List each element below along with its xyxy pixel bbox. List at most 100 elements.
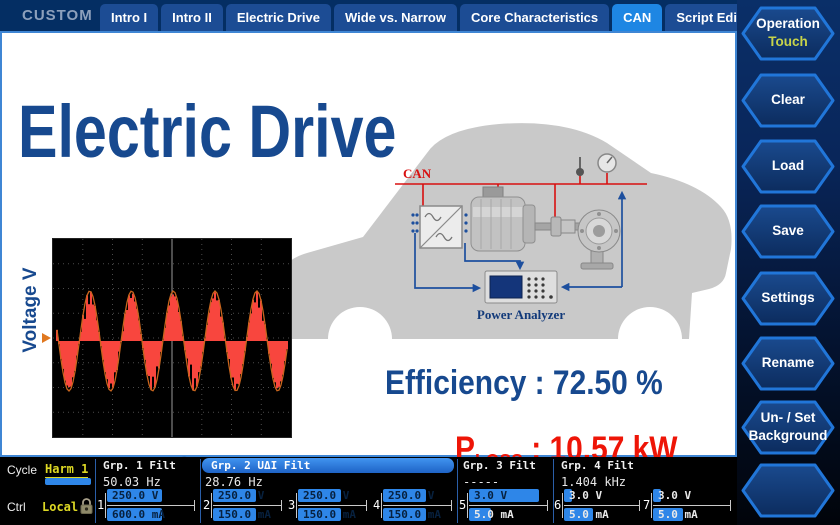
load-machine-icon (577, 209, 621, 270)
channel-number: 5 (459, 498, 467, 512)
range-line (469, 505, 548, 506)
sidebar-button-un-set-background[interactable]: Un- / Set Background (741, 399, 835, 456)
current-range-bar: 5.0 mA (653, 508, 731, 521)
group-frequency-value: 1.404 kHz (561, 475, 627, 489)
range-bracket (639, 500, 640, 511)
gauge-icon (597, 153, 617, 173)
ctrl-mode-value[interactable]: Local (42, 500, 79, 514)
sidebar-button-clear[interactable]: Clear (741, 72, 835, 129)
tab-bar: Intro I Intro II Electric Drive Wide vs. Na… (100, 4, 766, 31)
sidebar-button-label: Load (771, 158, 805, 174)
current-range-bar: 600.0 mA (107, 508, 195, 521)
main-panel: Electric Drive CAN (0, 31, 737, 481)
sidebar-button-rename[interactable]: Rename (741, 335, 835, 392)
vfd-scope-display (52, 238, 292, 438)
voltage-range-bar: 3.0 V (564, 489, 640, 502)
tab-wide-vs-narrow[interactable]: Wide vs. Narrow (333, 4, 457, 31)
cycle-mode-value[interactable]: Harm 1 (45, 462, 89, 478)
tab-intro-i[interactable]: Intro I (100, 4, 159, 31)
range-bracket (381, 493, 382, 518)
range-bracket (281, 500, 282, 511)
range-bracket (105, 493, 106, 518)
power-analyzer-label: Power Analyzer (477, 307, 565, 322)
custom-menu-label[interactable]: CUSTOM (22, 7, 93, 24)
range-bracket (194, 500, 195, 511)
group-tab-grp-2-u-i-filt[interactable]: Grp. 2 UΔI Filt (202, 458, 454, 473)
channel-6-ranges[interactable]: 6 3.0 V 5.0 mA (554, 489, 642, 523)
sidebar-button-label: Un- / Set Background (748, 410, 828, 443)
range-line (383, 505, 452, 506)
group-frequency-value: ----- (463, 475, 500, 489)
range-bracket (547, 500, 548, 511)
thermometer-icon (576, 157, 584, 176)
sidebar-button-label (741, 462, 835, 519)
softkey-sidebar: Operation Touch Clear Load Save Settings Renam… (737, 0, 840, 525)
electric-drive-diagram: CAN (280, 123, 732, 339)
tab-can[interactable]: CAN (612, 4, 663, 31)
channel-number: 2 (203, 498, 211, 512)
motor-icon (470, 186, 552, 252)
range-bracket (366, 500, 367, 511)
scope-y-axis-label: Voltage V (20, 267, 41, 353)
voltage-range-bar: 250.0 V (107, 489, 195, 502)
group-tab-grp-4-filt[interactable]: Grp. 4 Filt (561, 459, 634, 472)
voltage-range-bar: 3.0 V (469, 489, 548, 502)
range-bracket (651, 493, 652, 518)
channel-number: 7 (643, 498, 651, 512)
channel-number: 6 (554, 498, 562, 512)
tab-electric-drive[interactable]: Electric Drive (225, 4, 331, 31)
range-line (213, 505, 282, 506)
channel-number: 4 (373, 498, 381, 512)
page-title: Electric Drive (18, 90, 397, 173)
current-range-bar: 150.0 mA (298, 508, 367, 521)
tab-intro-ii[interactable]: Intro II (161, 4, 223, 31)
range-bracket (730, 500, 731, 511)
current-range-bar: 150.0 mA (383, 508, 452, 521)
range-line (107, 505, 195, 506)
group-tab-grp-3-filt[interactable]: Grp. 3 Filt (463, 459, 536, 472)
range-bracket (467, 493, 468, 518)
range-bracket (296, 493, 297, 518)
can-label: CAN (403, 166, 432, 181)
sidebar-button-label: Operation Touch (756, 16, 820, 49)
sidebar-button-label: Clear (771, 92, 805, 108)
group-frequency-value: 28.76 Hz (205, 475, 263, 489)
range-line (564, 505, 640, 506)
statusbar-separator (200, 459, 201, 523)
sidebar-button-settings[interactable]: Settings (741, 270, 835, 327)
status-bar: Cycle Harm 1 Ctrl Local Grp. 1 Filt 50.03… (0, 457, 737, 525)
range-line (298, 505, 367, 506)
channel-2-ranges[interactable]: 2 250.0 V 150.0 mA (203, 489, 284, 523)
statusbar-separator (553, 459, 554, 523)
statusbar-separator (95, 459, 96, 523)
measurement-wires (414, 190, 627, 293)
channel-5-ranges[interactable]: 5 3.0 V 5.0 mA (459, 489, 550, 523)
inverter-icon (411, 205, 468, 249)
voltage-range-bar: 250.0 V (383, 489, 452, 502)
sidebar-button-operation[interactable]: Operation Touch (741, 5, 835, 62)
tab-core-characteristics[interactable]: Core Characteristics (459, 4, 610, 31)
sidebar-button-load[interactable]: Load (741, 138, 835, 195)
lock-icon[interactable] (79, 496, 94, 515)
current-range-bar: 5.0 mA (564, 508, 640, 521)
group-frequency-value: 50.03 Hz (103, 475, 161, 489)
sidebar-button-save[interactable]: Save (741, 203, 835, 260)
channel-4-ranges[interactable]: 4 250.0 V 150.0 mA (373, 489, 454, 523)
range-bracket (451, 500, 452, 511)
power-analyzer-icon (484, 270, 558, 304)
channel-number: 3 (288, 498, 296, 512)
channel-7-ranges[interactable]: 7 3.0 V 5.0 mA (643, 489, 733, 523)
voltage-range-bar: 250.0 V (298, 489, 367, 502)
group-tab-grp-1-filt[interactable]: Grp. 1 Filt (103, 459, 176, 472)
scope-trigger-marker-icon (42, 333, 51, 343)
voltage-range-bar: 3.0 V (653, 489, 731, 502)
channel-3-ranges[interactable]: 3 250.0 V 150.0 mA (288, 489, 369, 523)
current-range-bar: 150.0 mA (213, 508, 282, 521)
channel-1-ranges[interactable]: 1 250.0 V 600.0 mA (97, 489, 197, 523)
channel-number: 1 (97, 498, 105, 512)
range-bracket (211, 493, 212, 518)
sidebar-button-label: Rename (761, 355, 815, 371)
ctrl-label: Ctrl (7, 500, 26, 514)
range-line (653, 505, 731, 506)
sidebar-button-blank[interactable] (741, 462, 835, 519)
